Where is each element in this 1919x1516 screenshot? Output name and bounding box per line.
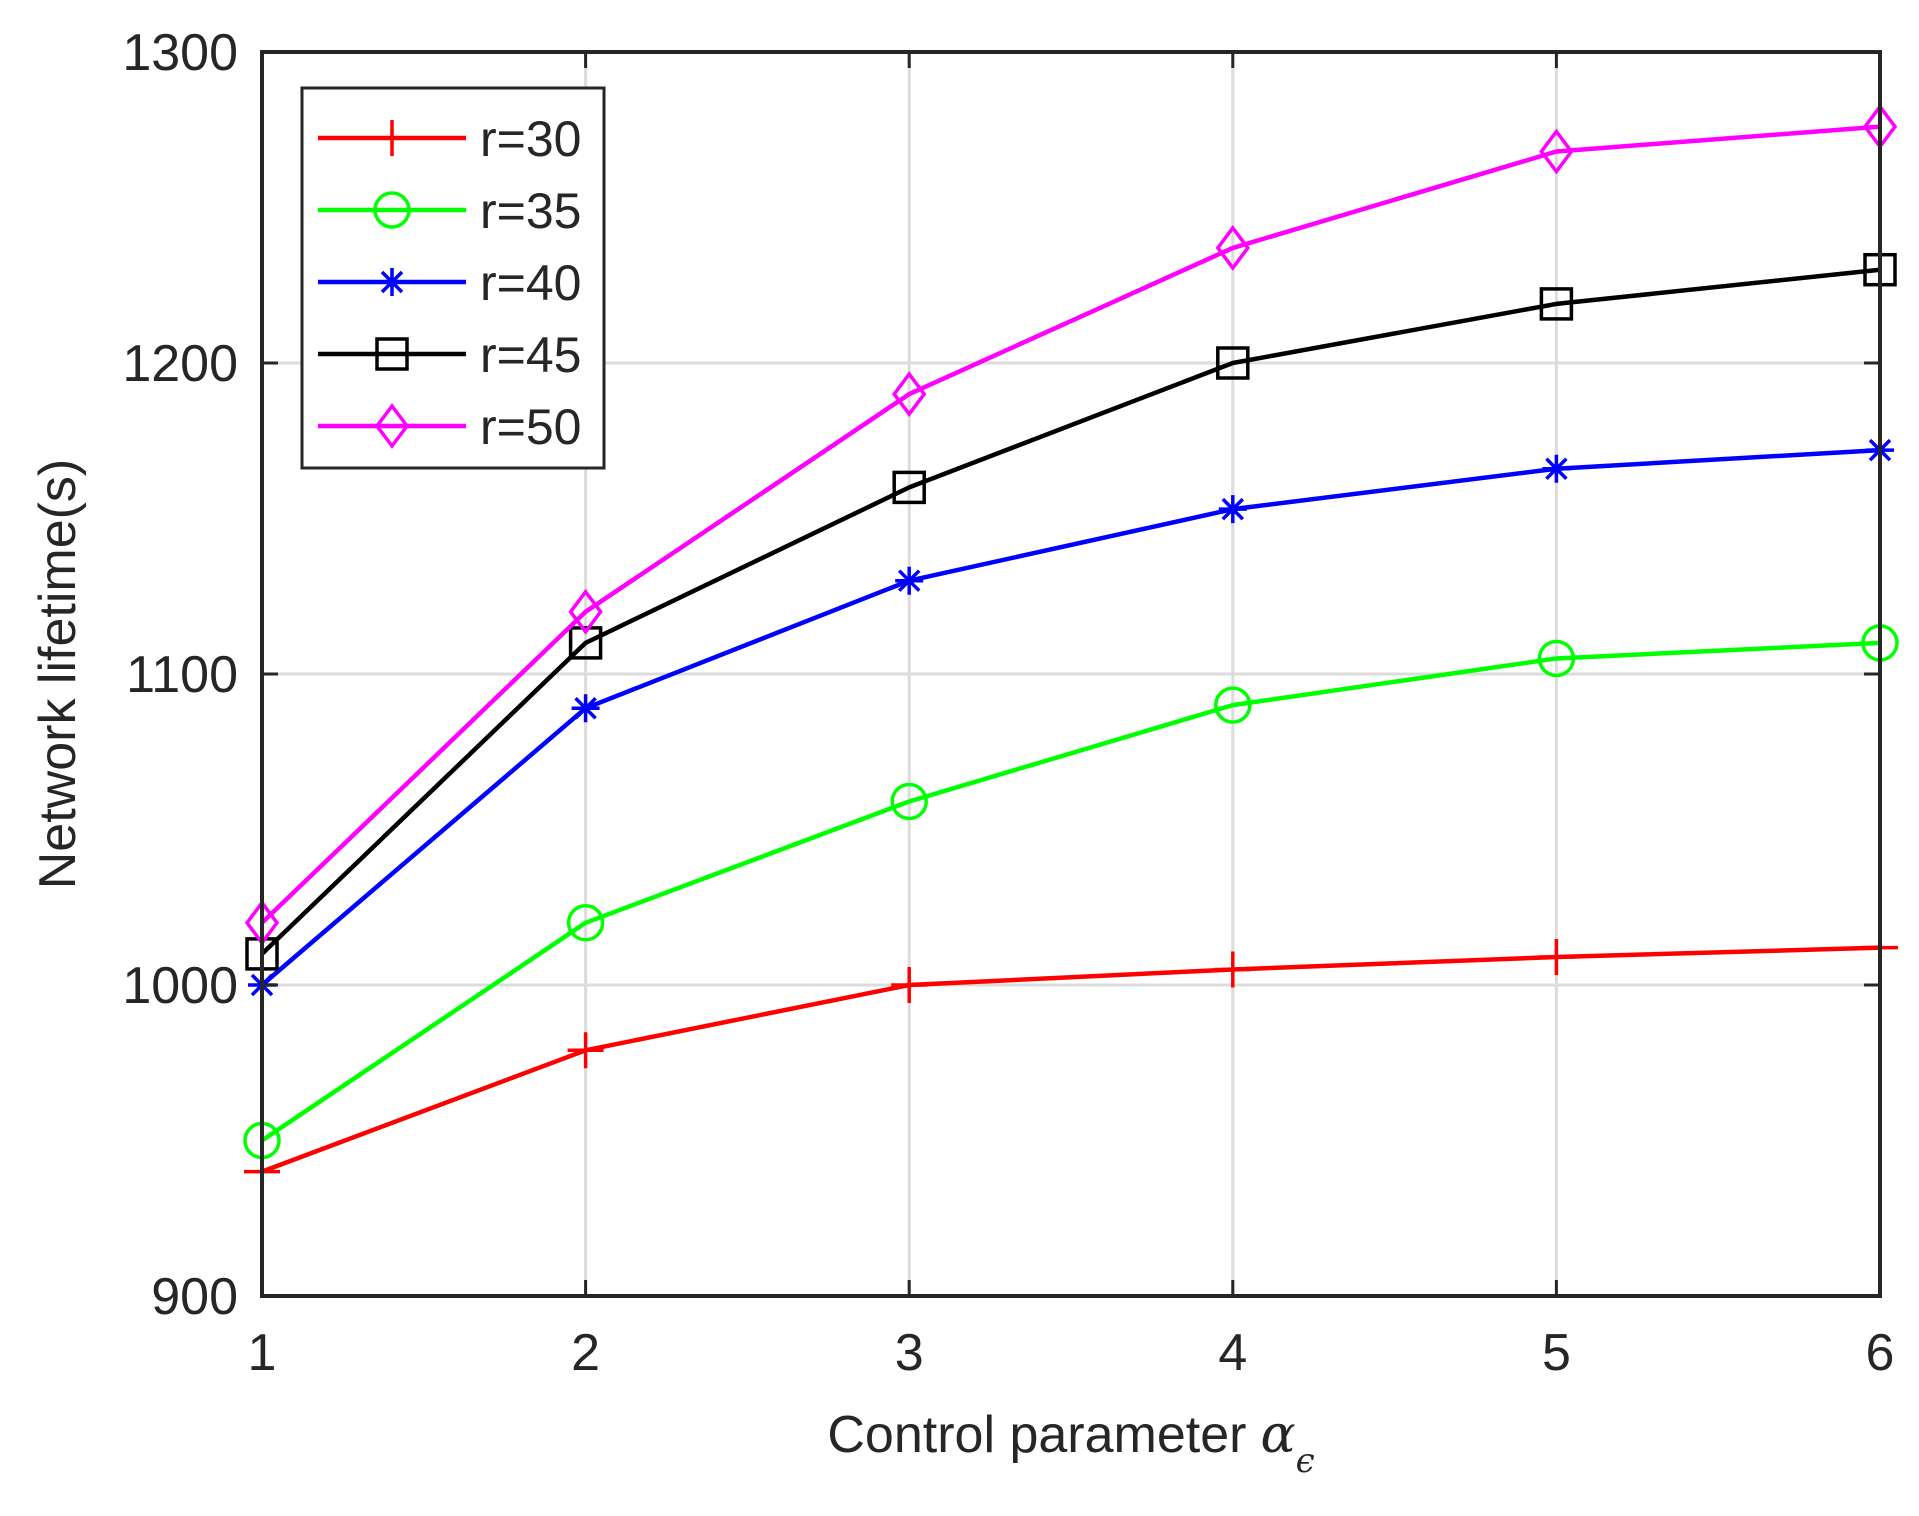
data-point xyxy=(892,371,927,418)
data-point xyxy=(1538,939,1575,976)
data-point xyxy=(568,626,603,660)
data-point xyxy=(571,694,600,723)
legend-label: r=50 xyxy=(480,399,581,455)
legend-item: r=45 xyxy=(318,327,581,383)
data-point xyxy=(892,470,926,505)
y-axis-label: Network lifetime(s) xyxy=(29,459,87,890)
data-point xyxy=(891,967,928,1003)
legend-marker xyxy=(374,120,410,156)
x-axis-subscript: ϵ xyxy=(1296,1441,1315,1481)
legend-label: r=45 xyxy=(480,327,581,383)
data-point xyxy=(895,566,924,595)
x-tick-label: 2 xyxy=(571,1324,600,1382)
data-point xyxy=(1542,454,1571,483)
x-axis-label: Control parameter αϵ xyxy=(827,1405,1314,1481)
x-tick-label: 3 xyxy=(895,1324,924,1382)
series-line xyxy=(260,447,1881,987)
data-point xyxy=(568,588,603,635)
data-point xyxy=(1214,951,1251,988)
data-point xyxy=(1537,639,1576,678)
legend-marker xyxy=(378,268,406,296)
data-point xyxy=(567,1032,604,1069)
y-tick-label: 1000 xyxy=(122,957,238,1015)
y-tick-label: 1300 xyxy=(122,24,238,82)
legend-marker xyxy=(374,403,410,449)
y-tick-label: 900 xyxy=(151,1268,238,1326)
data-point xyxy=(1215,225,1250,271)
legend-label: r=30 xyxy=(480,111,581,167)
legend-item: r=35 xyxy=(318,183,581,239)
legend-item: r=50 xyxy=(318,399,581,455)
data-point xyxy=(1216,346,1250,380)
series-line xyxy=(260,124,1881,925)
y-axis-title: Network lifetime(s) xyxy=(29,459,87,890)
series-line xyxy=(261,945,1881,1174)
series-r30 xyxy=(244,929,1898,1190)
y-tick-label: 1200 xyxy=(122,335,238,393)
series-r35 xyxy=(243,624,1899,1160)
data-point xyxy=(890,782,928,821)
legend-box xyxy=(300,86,606,470)
legend-marker xyxy=(373,191,411,229)
x-tick-label: 5 xyxy=(1542,1324,1571,1382)
series-line xyxy=(260,640,1881,1143)
legend: r=30 r=35 r=40 r=45 r=50 xyxy=(300,86,606,470)
axis-ticks: 1 2 3 4 5 6 900 1000 1100 1200 1300 xyxy=(122,24,1894,1382)
legend-label: r=40 xyxy=(480,255,581,311)
legend-label: r=35 xyxy=(480,183,581,239)
y-tick-label: 1100 xyxy=(126,646,238,704)
data-point xyxy=(1539,287,1574,321)
data-point xyxy=(1539,128,1574,175)
series-line xyxy=(260,267,1881,956)
data-point xyxy=(1218,495,1247,524)
legend-item: r=30 xyxy=(318,111,581,167)
legend-marker xyxy=(375,337,409,371)
x-axis-title: Control parameter xyxy=(827,1406,1246,1464)
x-tick-label: 6 xyxy=(1866,1324,1895,1382)
legend-item: r=40 xyxy=(318,255,581,311)
x-tick-label: 1 xyxy=(248,1324,277,1382)
data-point xyxy=(1214,686,1252,724)
x-axis-symbol: α xyxy=(1260,1405,1295,1465)
x-tick-label: 4 xyxy=(1218,1324,1247,1382)
data-point xyxy=(566,904,605,942)
series-r40 xyxy=(248,436,1894,999)
